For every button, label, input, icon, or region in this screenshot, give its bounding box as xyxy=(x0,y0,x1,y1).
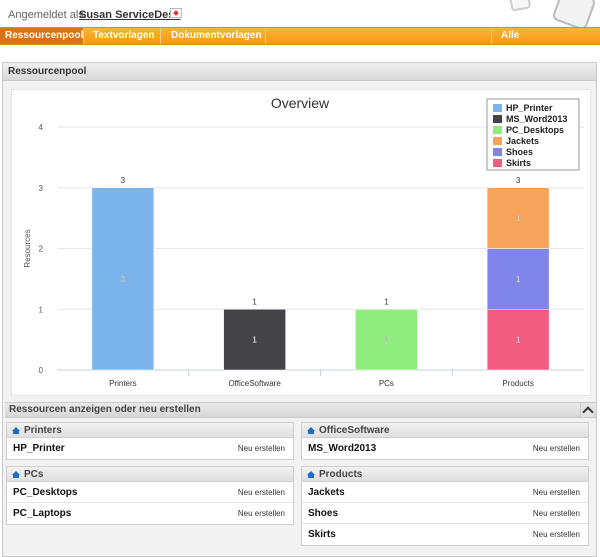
resource-name: HP_Printer xyxy=(13,443,65,454)
legend-swatch xyxy=(493,137,502,145)
x-tick-label: Printers xyxy=(109,379,137,388)
chevron-up-icon[interactable] xyxy=(580,403,594,417)
overview-chart: 0 1 2 3 4 Resources Overview 3 3 Printers 1 1 Office… xyxy=(11,89,591,396)
y-tick-label: 1 xyxy=(39,305,44,314)
list-item: HP_Printer Neu erstellen xyxy=(7,438,293,459)
bar-segment xyxy=(223,309,286,371)
create-button[interactable]: Neu erstellen xyxy=(532,444,580,453)
nav-tab-dokumentvorlagen[interactable]: Dokumentvorlagen xyxy=(171,30,262,41)
group-title: PCs xyxy=(24,469,44,480)
resource-name: MS_Word2013 xyxy=(308,443,377,454)
list-item: Shoes Neu erstellen xyxy=(302,503,588,524)
group-pcs: PCs PC_Desktops Neu erstellen PC_Laptops N… xyxy=(6,466,294,525)
resource-name: PC_Desktops xyxy=(13,487,78,498)
legend-item: Skirts xyxy=(506,158,531,168)
bar-segment xyxy=(91,187,155,371)
group-printers: Printers HP_Printer Neu erstellen xyxy=(6,422,294,460)
ressourcenpool-panel: Ressourcenpool 0 1 2 3 4 Resources Overview 3 3 P… xyxy=(2,62,597,557)
group-header: PCs xyxy=(7,467,293,482)
legend-item: Jackets xyxy=(506,136,539,146)
resource-name: Skirts xyxy=(308,529,336,540)
nav-tab-ressourcenpool[interactable]: Ressourcenpool xyxy=(0,28,83,44)
legend-swatch xyxy=(493,126,502,134)
resources-section-header: Ressourcen anzeigen oder neu erstellen xyxy=(5,402,596,418)
nav-divider xyxy=(265,28,266,44)
home-icon xyxy=(12,471,20,478)
segment-label: 1 xyxy=(252,336,257,345)
group-products: Products Jackets Neu erstellen Shoes Neu e… xyxy=(301,466,589,546)
group-officesoftware: OfficeSoftware MS_Word2013 Neu erstellen xyxy=(301,422,589,460)
nav-tab-textvorlagen[interactable]: Textvorlagen xyxy=(93,30,155,41)
total-label: 1 xyxy=(384,297,389,306)
list-item: MS_Word2013 Neu erstellen xyxy=(302,438,588,459)
group-title: Printers xyxy=(24,425,62,436)
create-button[interactable]: Neu erstellen xyxy=(532,530,580,539)
segment-label: 1 xyxy=(384,336,389,345)
create-button[interactable]: Neu erstellen xyxy=(237,444,285,453)
home-icon xyxy=(12,427,20,434)
legend-box xyxy=(486,98,580,171)
list-item: Skirts Neu erstellen xyxy=(302,524,588,545)
legend-item: MS_Word2013 xyxy=(506,114,567,124)
flag-icon[interactable] xyxy=(170,8,182,18)
legend-item: PC_Desktops xyxy=(506,125,564,135)
home-icon xyxy=(307,427,315,434)
group-title: Products xyxy=(319,469,363,480)
group-header: Products xyxy=(302,467,588,482)
list-item: PC_Laptops Neu erstellen xyxy=(7,503,293,524)
group-header: Printers xyxy=(7,423,293,438)
y-tick-label: 0 xyxy=(39,366,44,375)
legend-item: HP_Printer xyxy=(506,103,553,113)
legend-item: Shoes xyxy=(506,147,533,157)
legend-swatch xyxy=(493,148,502,156)
legend-swatch xyxy=(493,159,502,167)
home-icon xyxy=(307,471,315,478)
segment-label: 3 xyxy=(121,275,126,284)
create-button[interactable]: Neu erstellen xyxy=(237,488,285,497)
total-label: 1 xyxy=(252,297,257,306)
list-item: Jackets Neu erstellen xyxy=(302,482,588,503)
resource-name: PC_Laptops xyxy=(13,508,72,519)
main-nav: Ressourcenpool Textvorlagen Dokumentvorl… xyxy=(0,27,600,57)
group-title: OfficeSoftware xyxy=(319,425,390,436)
decoration-icon xyxy=(508,0,532,12)
bar-segment xyxy=(486,187,550,249)
nav-tab-alle-kundengruppen[interactable]: Alle Kundengruppen xyxy=(501,30,579,57)
bar-segment xyxy=(486,248,550,310)
create-button[interactable]: Neu erstellen xyxy=(237,509,285,518)
bar-segment xyxy=(486,309,550,371)
chart-svg: 0 1 2 3 4 Resources Overview 3 3 Printers 1 1 Office… xyxy=(23,95,584,388)
segment-label: 1 xyxy=(516,214,521,223)
bar-segment xyxy=(355,309,418,371)
resource-name: Jackets xyxy=(308,487,345,498)
y-tick-label: 2 xyxy=(39,245,44,254)
y-axis-label: Resources xyxy=(23,229,32,267)
y-tick-label: 4 xyxy=(39,123,44,132)
legend-swatch xyxy=(493,115,502,123)
nav-divider xyxy=(160,28,161,44)
total-label: 3 xyxy=(121,176,126,185)
panel-title: Ressourcenpool xyxy=(3,63,596,81)
x-tick-label: PCs xyxy=(379,379,394,388)
resource-name: Shoes xyxy=(308,508,339,519)
total-label: 3 xyxy=(516,176,521,185)
legend-swatch xyxy=(493,104,502,112)
create-button[interactable]: Neu erstellen xyxy=(532,488,580,497)
list-item: PC_Desktops Neu erstellen xyxy=(7,482,293,503)
x-tick-label: Products xyxy=(502,379,534,388)
login-label: Angemeldet als: xyxy=(8,9,87,21)
nav-divider xyxy=(83,28,84,44)
top-bar: Angemeldet als: Susan ServiceDesk xyxy=(0,0,600,32)
segment-label: 1 xyxy=(516,336,521,345)
create-button[interactable]: Neu erstellen xyxy=(532,509,580,518)
section-title: Ressourcen anzeigen oder neu erstellen xyxy=(9,404,201,415)
y-tick-label: 3 xyxy=(39,184,44,193)
x-tick-label: OfficeSoftware xyxy=(228,379,281,388)
chart-title: Overview xyxy=(271,95,330,111)
nav-divider xyxy=(491,28,492,44)
user-link[interactable]: Susan ServiceDesk xyxy=(79,9,181,21)
group-header: OfficeSoftware xyxy=(302,423,588,438)
segment-label: 1 xyxy=(516,275,521,284)
